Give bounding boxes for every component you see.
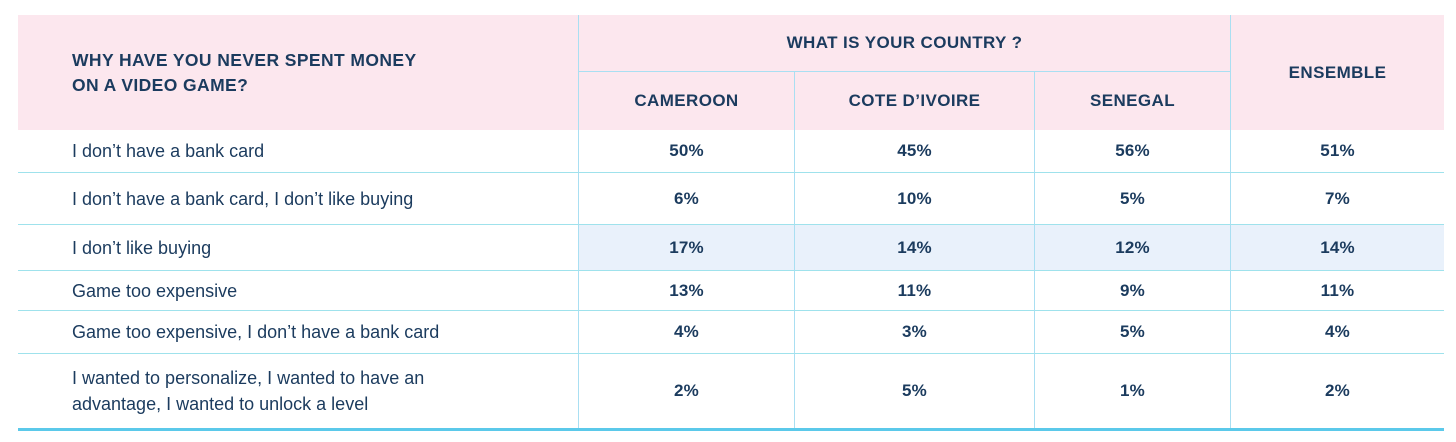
column-header-ensemble: ENSEMBLE <box>1230 15 1444 130</box>
column-header-cote-divoire: COTE D’IVOIRE <box>794 72 1034 130</box>
value-cell-cote-divoire: 11% <box>794 270 1034 310</box>
question-header-cell: WHY HAVE YOU NEVER SPENT MONEY ON A VIDE… <box>18 15 578 130</box>
value-cell-cote-divoire: 3% <box>794 310 1034 353</box>
row-label: Game too expensive, I don’t have a bank … <box>18 310 578 353</box>
row-label: I wanted to personalize, I wanted to hav… <box>18 353 578 428</box>
value-cell-ensemble: 2% <box>1230 353 1444 428</box>
value-cell-cameroon: 50% <box>578 130 794 172</box>
value-cell-ensemble: 4% <box>1230 310 1444 353</box>
value-cell-senegal: 5% <box>1034 172 1230 224</box>
value-cell-senegal: 9% <box>1034 270 1230 310</box>
value-cell-senegal: 12% <box>1034 224 1230 270</box>
value-cell-cameroon: 4% <box>578 310 794 353</box>
row-label: I don’t like buying <box>18 224 578 270</box>
survey-results-table: WHY HAVE YOU NEVER SPENT MONEY ON A VIDE… <box>18 15 1444 431</box>
value-cell-ensemble: 14% <box>1230 224 1444 270</box>
value-cell-cameroon: 6% <box>578 172 794 224</box>
value-cell-senegal: 1% <box>1034 353 1230 428</box>
value-cell-cameroon: 13% <box>578 270 794 310</box>
value-cell-cote-divoire: 5% <box>794 353 1034 428</box>
value-cell-ensemble: 51% <box>1230 130 1444 172</box>
row-label: Game too expensive <box>18 270 578 310</box>
value-cell-cote-divoire: 10% <box>794 172 1034 224</box>
country-group-header: WHAT IS YOUR COUNTRY ? <box>578 15 1230 72</box>
value-cell-ensemble: 7% <box>1230 172 1444 224</box>
row-label: I don’t have a bank card, I don’t like b… <box>18 172 578 224</box>
value-cell-ensemble: 11% <box>1230 270 1444 310</box>
value-cell-cote-divoire: 14% <box>794 224 1034 270</box>
value-cell-cameroon: 2% <box>578 353 794 428</box>
column-header-senegal: SENEGAL <box>1034 72 1230 130</box>
value-cell-cameroon: 17% <box>578 224 794 270</box>
column-header-cameroon: CAMEROON <box>578 72 794 130</box>
value-cell-cote-divoire: 45% <box>794 130 1034 172</box>
value-cell-senegal: 56% <box>1034 130 1230 172</box>
question-header-line1: WHY HAVE YOU NEVER SPENT MONEY <box>72 49 417 70</box>
question-header-line2: ON A VIDEO GAME? <box>72 74 249 95</box>
value-cell-senegal: 5% <box>1034 310 1230 353</box>
row-label: I don’t have a bank card <box>72 141 265 161</box>
